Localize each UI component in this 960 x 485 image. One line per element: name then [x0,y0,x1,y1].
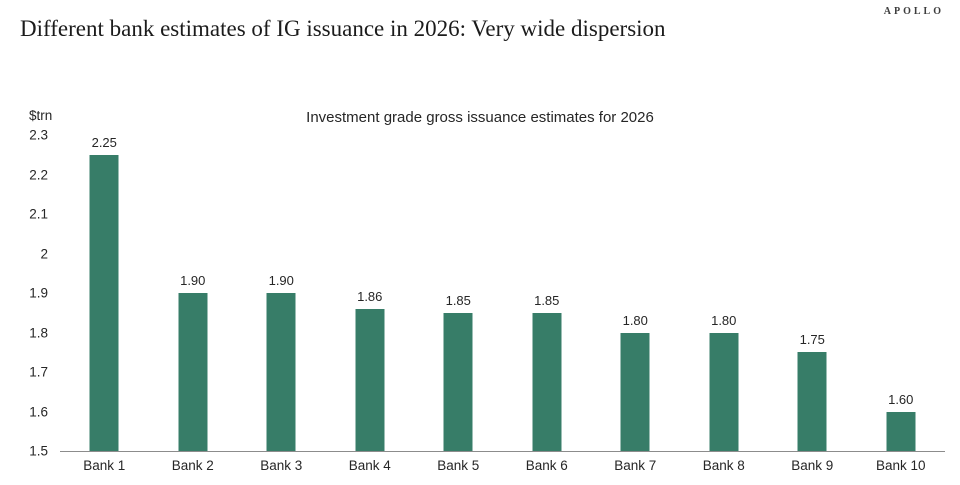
bar-value-label: 1.60 [888,391,914,407]
bar [532,312,562,451]
x-axis-label: Bank 2 [171,458,214,473]
bar [443,312,473,451]
bar [89,154,119,451]
bar-value-label: 1.90 [180,273,206,288]
bar-value-label: 1.90 [268,273,294,288]
bar-column: 1.90 [237,135,325,451]
bar-column: 1.80 [680,135,768,451]
y-axis-unit-label: $trn [29,108,53,123]
y-axis-tick-label: 2.2 [29,167,48,182]
bar-value-label: 1.85 [445,292,471,308]
plot-area: 2.25 1.90 1.90 1.86 1.85 1.85 1.80 1.80 1.75 1.60 [60,135,945,452]
y-axis-tick-label: 1.8 [29,325,48,340]
apollo-logo: APOLLO [883,6,944,17]
x-axis-label: Bank 5 [437,458,480,473]
x-axis-labels: Bank 1 Bank 2 Bank 3 Bank 4 Bank 5 Bank 6 Bank… [60,458,945,480]
x-axis-label: Bank 7 [614,458,657,473]
bar-column: 1.90 [149,135,237,451]
bar [620,332,650,451]
page-title: Different bank estimates of IG issuance … [20,16,666,41]
bar [797,352,827,451]
y-axis-tick-label: 2 [40,246,48,261]
y-axis-tick-label: 2.3 [29,127,48,143]
x-axis-label: Bank 8 [702,458,745,473]
y-axis-tick-labels: 2.3 2.2 2.1 2 1.9 1.8 1.7 1.6 1.5 [0,128,48,459]
y-axis-tick-label: 1.5 [29,443,48,459]
x-axis-label: Bank 4 [348,458,391,473]
x-axis-label: Bank 9 [791,458,834,473]
x-axis-label: Bank 3 [260,458,303,473]
bar-value-label: 1.80 [622,312,648,328]
bar [266,293,296,451]
x-axis-label: Bank 10 [875,458,926,473]
y-axis-tick-label: 1.6 [29,404,48,419]
y-axis-tick-label: 1.9 [29,285,48,301]
bar-column: 1.60 [857,135,945,451]
bar-column: 1.85 [503,135,591,451]
bar-value-label: 1.85 [534,292,560,308]
x-axis-label: Bank 1 [83,458,126,473]
bar-value-label: 1.80 [711,312,737,328]
bar [355,308,385,451]
bar-column: 1.75 [768,135,856,451]
bar-value-label: 2.25 [91,134,117,150]
bar [178,293,208,451]
bar [886,411,916,451]
bar-value-label: 1.75 [799,332,825,348]
bar-column: 1.85 [414,135,502,451]
x-axis-label: Bank 6 [525,458,568,473]
bar-column: 2.25 [60,135,148,451]
bar-column: 1.80 [591,135,679,451]
bar-value-label: 1.86 [357,288,383,304]
bar-column: 1.86 [326,135,414,451]
y-axis-tick-label: 1.7 [29,364,48,380]
y-axis-tick-label: 2.1 [29,206,48,222]
bar [709,332,739,451]
chart-title: Investment grade gross issuance estimate… [306,109,654,126]
